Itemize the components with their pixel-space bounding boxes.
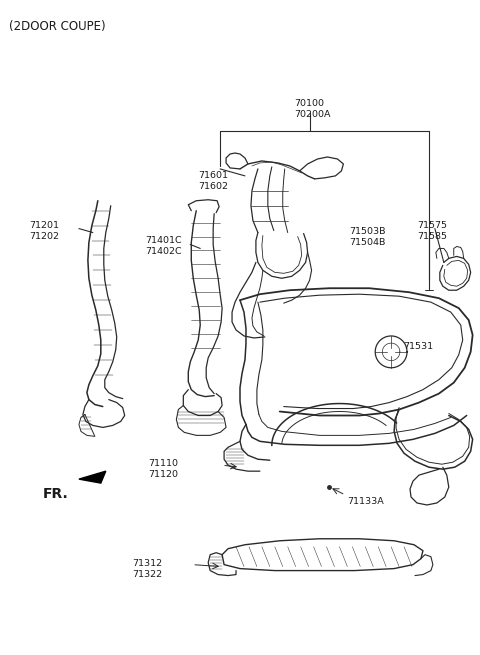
Text: (2DOOR COUPE): (2DOOR COUPE) [9,20,106,33]
Text: 71110
71120: 71110 71120 [148,459,179,479]
Text: 70100
70200A: 70100 70200A [295,100,331,119]
Text: 71575
71585: 71575 71585 [417,221,447,241]
Text: 71201
71202: 71201 71202 [29,221,59,241]
Text: 71401C
71402C: 71401C 71402C [145,236,182,255]
Text: 71601
71602: 71601 71602 [198,171,228,191]
Text: 71503B
71504B: 71503B 71504B [349,227,386,247]
Text: 71531: 71531 [403,342,433,351]
Text: 71312
71322: 71312 71322 [132,559,163,579]
Text: FR.: FR. [43,487,69,501]
Text: 71133A: 71133A [348,497,384,506]
Polygon shape [79,471,106,483]
